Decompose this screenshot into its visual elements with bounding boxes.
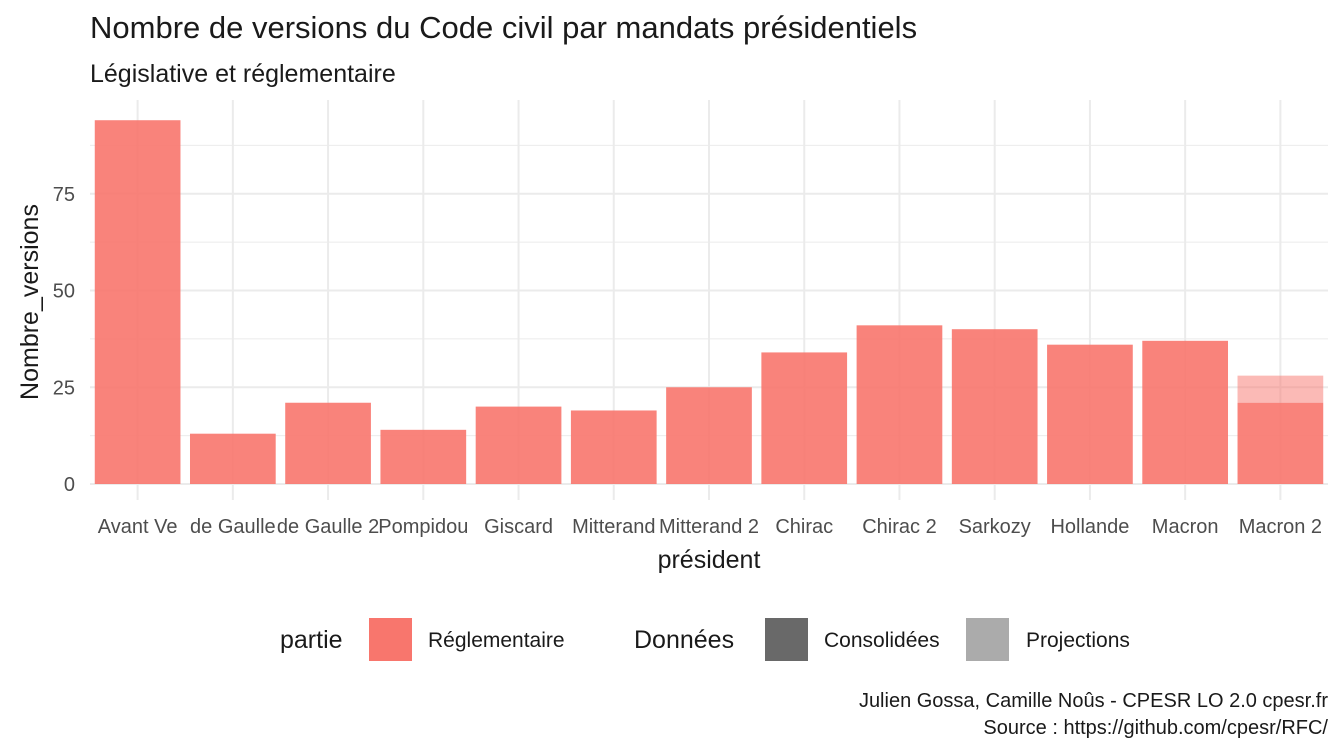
caption-authors: Julien Gossa, Camille Noûs - CPESR LO 2.… bbox=[858, 690, 1328, 712]
x-tick-labels: Avant Ve de Gaulle de Gaulle 2 Pompidou Gisc… bbox=[98, 516, 1322, 538]
x-tick-label: Giscard bbox=[484, 516, 553, 538]
y-axis-label: Nombre_versions bbox=[16, 204, 44, 400]
x-tick-label: Macron bbox=[1152, 516, 1219, 538]
legend-label-consolidees: Consolidées bbox=[824, 629, 940, 652]
y-tick-labels: 0 25 50 75 bbox=[53, 184, 75, 496]
x-tick-label: Sarkozy bbox=[959, 516, 1031, 538]
bar-avant-ve-consolidees bbox=[94, 120, 181, 484]
x-tick-label: Hollande bbox=[1050, 516, 1129, 538]
bar-chirac-2-consolidees bbox=[856, 325, 943, 484]
chart-subtitle: Législative et réglementaire bbox=[90, 60, 396, 88]
legend: partie Réglementaire Données Consolidées… bbox=[0, 612, 1344, 668]
bar-macron-2-consolidees bbox=[1237, 402, 1324, 484]
chart-title: Nombre de versions du Code civil par man… bbox=[90, 10, 918, 45]
bar-mitterand-consolidees bbox=[570, 410, 657, 484]
bar-macron-2-projections bbox=[1237, 375, 1324, 403]
bar-sarkozy-consolidees bbox=[951, 329, 1038, 484]
bar-hollande-consolidees bbox=[1047, 344, 1133, 484]
bar-pompidou-consolidees bbox=[380, 429, 467, 484]
x-axis-label: président bbox=[658, 546, 761, 574]
bar-mitterand-2-consolidees bbox=[666, 387, 752, 484]
x-tick-label: Pompidou bbox=[378, 516, 468, 538]
bar-giscard-consolidees bbox=[475, 406, 562, 484]
x-tick-label: Mitterand bbox=[572, 516, 655, 538]
bar-de-gaulle-2-consolidees bbox=[285, 402, 371, 484]
bars bbox=[94, 120, 1324, 484]
caption-source: Source : https://github.com/cpesr/RFC/ bbox=[983, 717, 1328, 739]
bar-chart: 0 25 50 75 Avant Ve de Gaulle de Gaulle 2 Pomp… bbox=[16, 100, 1328, 574]
legend-label-projections: Projections bbox=[1026, 629, 1130, 652]
legend-key-projections bbox=[966, 618, 1009, 661]
y-tick-label: 50 bbox=[53, 281, 75, 303]
y-tick-label: 75 bbox=[53, 184, 75, 206]
legend-label-reglementaire: Réglementaire bbox=[428, 629, 565, 652]
bar-chirac-consolidees bbox=[761, 352, 848, 484]
bar-macron-consolidees bbox=[1142, 340, 1229, 484]
legend-title-partie: partie bbox=[280, 626, 343, 654]
bar-de-gaulle-consolidees bbox=[189, 433, 276, 484]
x-tick-label: de Gaulle 2 bbox=[277, 516, 379, 538]
y-tick-label: 0 bbox=[64, 474, 75, 496]
x-tick-label: de Gaulle bbox=[190, 516, 276, 538]
legend-title-donnees: Données bbox=[634, 626, 735, 654]
x-tick-label: Chirac 2 bbox=[862, 516, 936, 538]
x-tick-label: Macron 2 bbox=[1239, 516, 1322, 538]
legend-key-consolidees bbox=[765, 618, 808, 661]
legend-key-reglementaire bbox=[369, 618, 412, 661]
x-tick-label: Mitterand 2 bbox=[659, 516, 759, 538]
y-tick-label: 25 bbox=[53, 377, 75, 399]
caption: Julien Gossa, Camille Noûs - CPESR LO 2.… bbox=[859, 688, 1328, 742]
x-tick-label: Avant Ve bbox=[98, 516, 178, 538]
x-tick-label: Chirac bbox=[775, 516, 833, 538]
